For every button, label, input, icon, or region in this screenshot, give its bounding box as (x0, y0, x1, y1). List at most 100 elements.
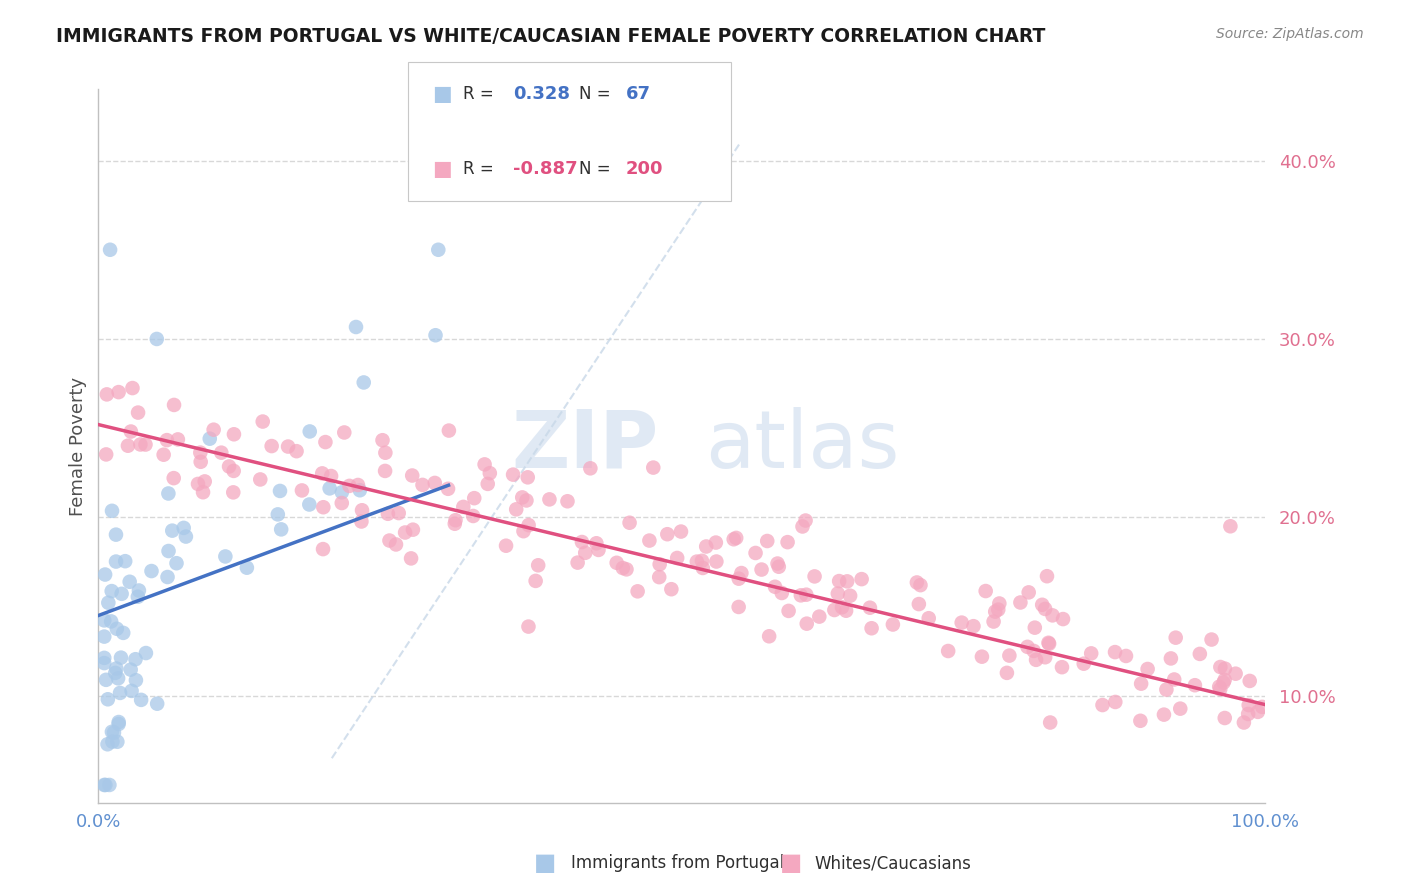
Point (104, 527, 127, 541)
Point (298, 425, 321, 439)
Point (236, 560, 259, 574)
Point (222, 464, 245, 478)
Point (851, 572, 873, 586)
Point (1031, 598, 1053, 612)
Point (127, 590, 149, 604)
Point (166, 556, 188, 570)
Point (1219, 519, 1241, 533)
Text: Source: ZipAtlas.com: Source: ZipAtlas.com (1216, 27, 1364, 41)
Point (190, 455, 212, 469)
Point (385, 537, 408, 551)
Point (1213, 662, 1236, 676)
Point (835, 604, 858, 618)
Text: ZIP: ZIP (512, 407, 658, 485)
Y-axis label: Female Poverty: Female Poverty (69, 376, 87, 516)
Point (974, 584, 997, 599)
Point (93, 613, 115, 627)
Point (725, 531, 748, 545)
Point (988, 597, 1011, 611)
Point (1247, 705, 1270, 719)
Text: R =: R = (463, 85, 499, 103)
Point (187, 477, 209, 491)
Point (1022, 644, 1045, 658)
Point (579, 461, 602, 475)
Point (510, 491, 533, 505)
Point (163, 471, 186, 485)
Point (477, 476, 499, 491)
Point (97, 596, 120, 610)
Text: ■: ■ (780, 852, 803, 875)
Point (905, 575, 928, 590)
Point (312, 500, 335, 515)
Point (1104, 645, 1126, 659)
Point (756, 534, 779, 549)
Point (690, 554, 713, 568)
Point (1233, 715, 1256, 730)
Point (388, 506, 411, 520)
Point (1156, 682, 1178, 697)
Point (1039, 715, 1062, 730)
Point (661, 582, 683, 597)
Point (1237, 698, 1260, 712)
Point (146, 332, 169, 346)
Point (776, 535, 799, 549)
Point (347, 478, 370, 492)
Text: Whites/Caucasians: Whites/Caucasians (814, 855, 972, 872)
Point (371, 434, 394, 448)
Point (936, 644, 959, 658)
Point (1168, 701, 1191, 715)
Point (768, 559, 790, 574)
Point (778, 604, 800, 618)
Point (1184, 678, 1206, 692)
Point (837, 574, 859, 589)
Point (103, 725, 125, 739)
Text: R =: R = (463, 161, 499, 178)
Point (93, 656, 115, 670)
Point (803, 569, 825, 583)
Point (828, 574, 851, 588)
Point (574, 546, 596, 560)
Point (1213, 673, 1236, 687)
Point (260, 439, 283, 453)
Point (515, 493, 537, 508)
Point (1050, 660, 1073, 674)
Point (790, 588, 813, 602)
Point (1115, 648, 1137, 663)
Point (794, 588, 817, 602)
Point (1237, 706, 1260, 721)
Point (93, 651, 115, 665)
Point (1251, 699, 1274, 714)
Point (394, 525, 416, 540)
Point (252, 415, 274, 429)
Point (463, 491, 485, 505)
Point (585, 536, 607, 550)
Point (437, 482, 460, 496)
Point (686, 555, 709, 569)
Point (1160, 651, 1182, 665)
Point (1239, 673, 1261, 688)
Point (350, 503, 373, 517)
Point (277, 440, 299, 454)
Point (1209, 682, 1232, 697)
Point (669, 524, 692, 539)
Point (330, 496, 353, 510)
Point (249, 472, 271, 486)
Point (619, 516, 641, 530)
Point (751, 563, 773, 577)
Point (209, 445, 232, 459)
Point (353, 376, 375, 390)
Point (831, 600, 853, 615)
Point (173, 521, 195, 535)
Point (402, 523, 425, 537)
Point (730, 566, 752, 580)
Point (118, 574, 141, 589)
Point (100, 615, 122, 629)
Point (567, 556, 589, 570)
Point (163, 398, 186, 412)
Point (727, 572, 749, 586)
Point (167, 433, 190, 447)
Point (859, 600, 882, 615)
Point (882, 617, 904, 632)
Point (124, 652, 146, 666)
Point (517, 619, 540, 633)
